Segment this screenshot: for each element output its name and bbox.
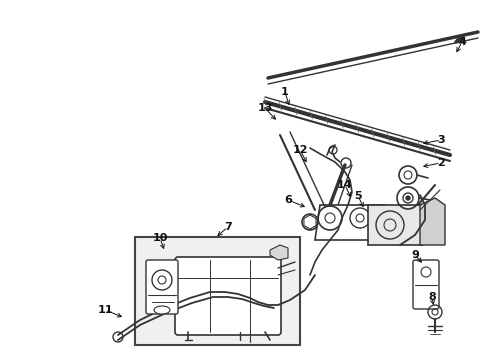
- Text: 2: 2: [436, 158, 444, 168]
- Polygon shape: [269, 245, 287, 260]
- Text: 5: 5: [353, 191, 361, 201]
- Polygon shape: [419, 198, 444, 245]
- Bar: [135, 237, 299, 345]
- Text: 1: 1: [281, 87, 288, 97]
- Text: 4: 4: [457, 37, 465, 47]
- Text: 3: 3: [436, 135, 444, 145]
- Polygon shape: [314, 205, 389, 240]
- Text: 8: 8: [427, 292, 435, 302]
- Text: 12: 12: [292, 145, 307, 155]
- Text: 6: 6: [284, 195, 291, 205]
- Text: 14: 14: [337, 180, 352, 190]
- Text: 7: 7: [224, 222, 231, 232]
- Text: 9: 9: [410, 250, 418, 260]
- FancyBboxPatch shape: [367, 205, 422, 245]
- FancyBboxPatch shape: [175, 257, 281, 335]
- Ellipse shape: [154, 306, 170, 314]
- Circle shape: [456, 37, 462, 43]
- Text: 11: 11: [97, 305, 113, 315]
- Text: 13: 13: [257, 103, 272, 113]
- Text: 10: 10: [152, 233, 167, 243]
- FancyBboxPatch shape: [412, 260, 438, 309]
- Circle shape: [405, 196, 409, 200]
- FancyBboxPatch shape: [146, 260, 178, 314]
